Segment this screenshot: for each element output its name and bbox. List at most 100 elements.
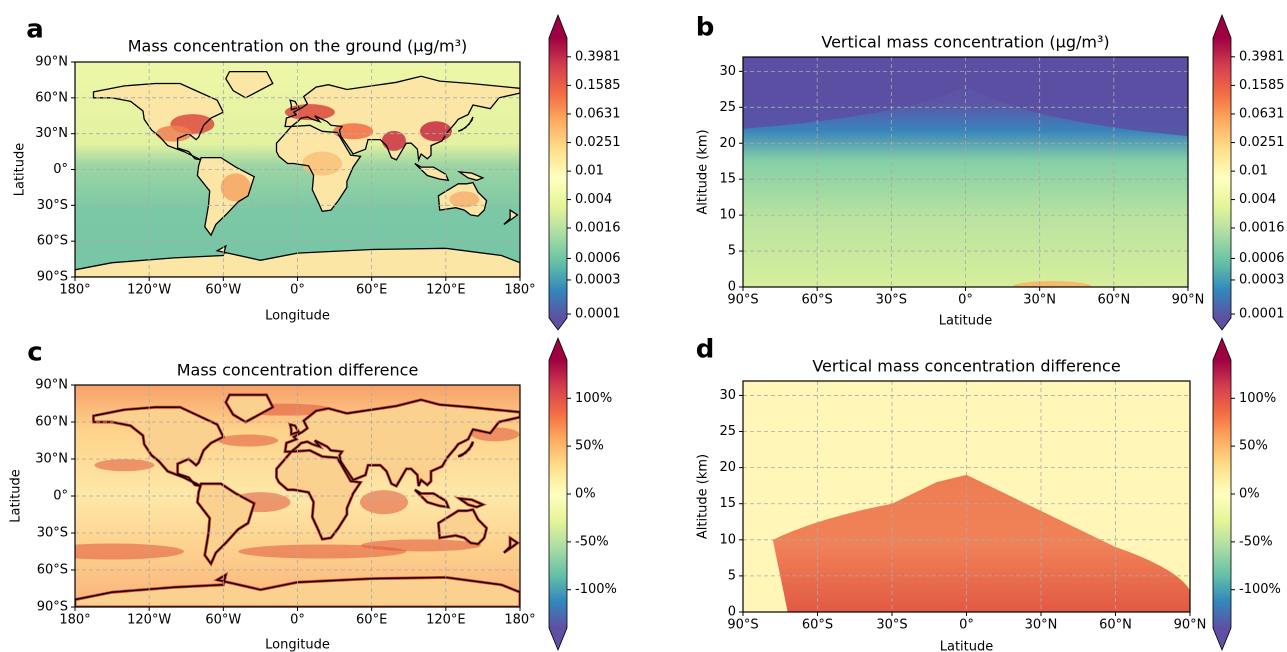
chart-title: Vertical mass concentration difference xyxy=(812,357,1120,376)
y-tick-label: 60°N xyxy=(35,90,68,105)
colorbar-outline xyxy=(548,336,568,652)
coastline xyxy=(457,497,485,508)
colorbar-tick-label: 50% xyxy=(1239,439,1268,454)
coastline xyxy=(457,441,474,458)
colorbar-tick-label: 0.0016 xyxy=(575,220,621,235)
land xyxy=(225,71,273,98)
hotspot xyxy=(220,173,251,202)
x-tick-label: 90°S xyxy=(727,618,758,633)
panel-label: a xyxy=(26,15,44,45)
y-tick-label: 30°N xyxy=(35,452,68,467)
field-shape xyxy=(743,57,1188,137)
colorbar-tick-label: -50% xyxy=(575,534,609,549)
colorbar-tick-label: 0.3981 xyxy=(1239,49,1285,64)
coastline xyxy=(196,156,255,237)
y-tick-label: 10 xyxy=(719,532,736,547)
y-axis-label: Latitude xyxy=(9,469,24,523)
chart-title: Vertical mass concentration (μg/m³) xyxy=(821,33,1109,52)
land xyxy=(459,171,483,181)
colorbar-tick-label: 50% xyxy=(575,439,604,454)
y-tick-label: 0 xyxy=(728,605,736,620)
colorbar-tick-label: 0.0251 xyxy=(1239,135,1285,150)
coastline xyxy=(437,508,488,545)
land xyxy=(93,83,224,160)
coastline xyxy=(284,75,520,163)
y-tick-label: 90°S xyxy=(37,600,68,615)
coastline xyxy=(92,406,225,487)
x-tick-label: 180° xyxy=(504,613,535,628)
hotspot xyxy=(381,130,406,151)
x-tick-label: 0° xyxy=(290,283,305,298)
colorbar-extend xyxy=(549,318,567,330)
hotspot xyxy=(419,121,452,142)
x-tick-label: 120°E xyxy=(426,283,466,298)
x-tick-label: 90°S xyxy=(727,293,758,308)
x-tick-label: 60°E xyxy=(356,613,387,628)
shading xyxy=(94,459,155,472)
x-tick-label: 90°N xyxy=(1172,293,1205,308)
coastline xyxy=(275,124,362,213)
colorbar-tick-label: 0.0006 xyxy=(575,251,621,266)
x-tick-label: 90°N xyxy=(1174,618,1207,633)
panel-label: d xyxy=(696,335,715,365)
colorbar-tick-label: -100% xyxy=(1239,582,1281,597)
x-tick-label: 30°S xyxy=(876,618,907,633)
y-tick-label: 60°S xyxy=(37,563,68,578)
y-axis-label: Latitude xyxy=(13,143,28,197)
y-tick-label: 20 xyxy=(719,460,736,475)
colorbar-tick-label: 0% xyxy=(575,487,596,502)
x-tick-label: 30°N xyxy=(1025,618,1058,633)
shading xyxy=(238,544,407,559)
x-tick-label: 180° xyxy=(59,283,90,298)
y-tick-label: 30 xyxy=(719,64,736,79)
x-tick-label: 180° xyxy=(59,613,90,628)
shading xyxy=(75,543,185,560)
coastline xyxy=(275,449,362,540)
colorbar-tick-label: 0.0631 xyxy=(1239,106,1285,121)
y-tick-label: 30°N xyxy=(35,126,68,141)
colorbar-outline xyxy=(1212,336,1232,652)
x-tick-label: 0° xyxy=(290,613,305,628)
shading xyxy=(361,539,482,552)
y-tick-label: 90°S xyxy=(37,270,68,285)
coastline xyxy=(196,483,255,566)
x-tick-label: 60°E xyxy=(356,283,387,298)
colorbar-tick-label: 0.1585 xyxy=(1239,78,1285,93)
colorbar-tick-label: 100% xyxy=(1239,391,1276,406)
y-tick-label: 0 xyxy=(728,280,736,295)
y-tick-label: 0° xyxy=(53,489,68,504)
y-tick-label: 5 xyxy=(728,568,736,583)
colorbar-tick-label: 0.0001 xyxy=(575,307,621,322)
y-tick-label: 15 xyxy=(719,172,736,187)
x-tick-label: 60°S xyxy=(802,293,833,308)
colorbar-extend xyxy=(1213,338,1231,360)
colorbar xyxy=(549,360,567,628)
x-tick-label: 120°E xyxy=(426,613,466,628)
colorbar xyxy=(1213,360,1231,628)
hotspot xyxy=(449,191,480,208)
y-tick-label: 5 xyxy=(728,244,736,259)
x-tick-label: 180° xyxy=(504,283,535,298)
y-tick-label: 30°S xyxy=(37,198,68,213)
x-tick-label: 120°W xyxy=(127,613,171,628)
y-tick-label: 15 xyxy=(719,496,736,511)
panel-label: c xyxy=(27,338,42,368)
colorbar-tick-label: 0.0001 xyxy=(1239,307,1285,322)
y-tick-label: 25 xyxy=(719,424,736,439)
x-tick-label: 0° xyxy=(958,293,973,308)
x-tick-label: 60°N xyxy=(1097,293,1130,308)
shading xyxy=(360,490,409,515)
colorbar-tick-label: 0.0251 xyxy=(575,135,621,150)
shading xyxy=(218,434,279,447)
chart-title: Mass concentration difference xyxy=(177,361,419,380)
x-tick-label: 60°N xyxy=(1099,618,1132,633)
land xyxy=(285,76,520,160)
x-tick-label: 30°S xyxy=(876,293,907,308)
colorbar-outline xyxy=(1212,13,1232,331)
coastline xyxy=(414,489,450,508)
colorbar-tick-label: 0.004 xyxy=(575,192,612,207)
colorbar-extend xyxy=(1213,318,1231,330)
colorbar-tick-label: -50% xyxy=(1239,534,1273,549)
colorbar-tick-label: 0.004 xyxy=(1239,192,1276,207)
colorbar-tick-label: 100% xyxy=(575,391,612,406)
